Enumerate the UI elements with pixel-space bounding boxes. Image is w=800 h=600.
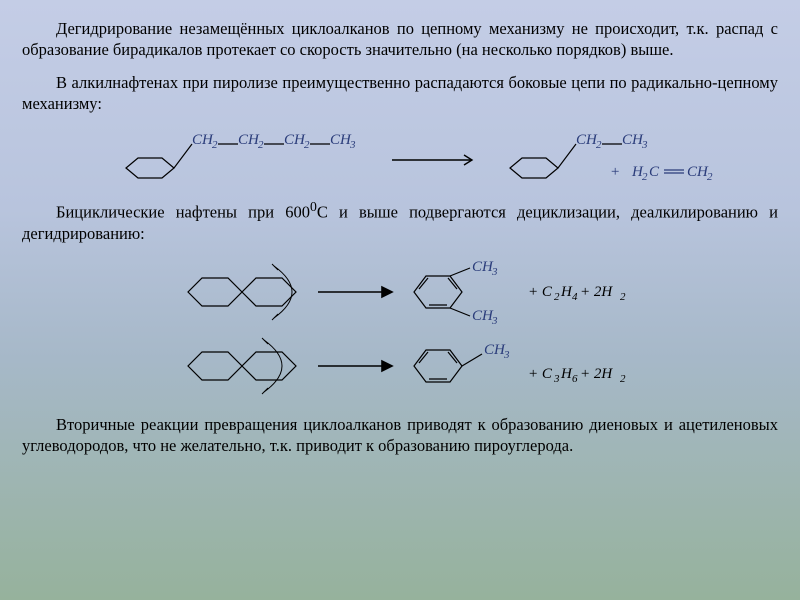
svg-text:2: 2 <box>258 139 264 151</box>
svg-text:C: C <box>649 164 660 180</box>
p3-sup: 0 <box>310 199 317 214</box>
reaction-2b: CH 3 + C 3 H 6 + 2H 2 <box>22 330 778 402</box>
svg-text:2: 2 <box>642 171 648 183</box>
svg-text:CH: CH <box>687 164 709 180</box>
svg-text:+ C: + C <box>528 284 553 300</box>
paragraph-1: Дегидрирование незамещённых циклоалканов… <box>22 18 778 60</box>
svg-text:2: 2 <box>620 291 626 303</box>
svg-text:CH: CH <box>484 342 506 358</box>
svg-text:2: 2 <box>212 139 218 151</box>
svg-text:2: 2 <box>620 373 626 385</box>
reaction-1: CH 2 CH 2 CH 2 CH 3 CH 2 CH 3 + H 2 C CH… <box>22 126 778 188</box>
paragraph-4: Вторичные реакции превращения циклоалкан… <box>22 414 778 456</box>
svg-text:+: + <box>610 164 620 180</box>
reaction-2a: CH 3 CH 3 + C 2 H 4 + 2H 2 <box>22 256 778 328</box>
svg-text:3: 3 <box>491 315 498 327</box>
svg-text:3: 3 <box>491 266 498 278</box>
svg-text:2: 2 <box>304 139 310 151</box>
svg-text:3: 3 <box>553 373 560 385</box>
svg-text:2: 2 <box>707 171 713 183</box>
svg-text:3: 3 <box>349 139 356 151</box>
svg-text:CH: CH <box>472 308 494 324</box>
svg-text:CH: CH <box>330 132 352 148</box>
svg-text:3: 3 <box>641 139 648 151</box>
svg-text:CH: CH <box>192 132 214 148</box>
svg-text:CH: CH <box>622 132 644 148</box>
svg-text:+ C: + C <box>528 366 553 382</box>
svg-text:CH: CH <box>238 132 260 148</box>
p3-text-a: Бициклические нафтены при 600 <box>56 203 310 222</box>
svg-text:CH: CH <box>472 259 494 275</box>
svg-text:2: 2 <box>554 291 560 303</box>
svg-text:6: 6 <box>572 373 578 385</box>
svg-text:CH: CH <box>284 132 306 148</box>
svg-text:+ 2H: + 2H <box>580 366 613 382</box>
svg-text:3: 3 <box>503 349 510 361</box>
paragraph-2: В алкилнафтенах при пиролизе преимуществ… <box>22 72 778 114</box>
svg-text:CH: CH <box>576 132 598 148</box>
svg-text:+ 2H: + 2H <box>580 284 613 300</box>
svg-text:2: 2 <box>596 139 602 151</box>
svg-text:4: 4 <box>572 291 578 303</box>
paragraph-3: Бициклические нафтены при 6000С и выше п… <box>22 198 778 244</box>
